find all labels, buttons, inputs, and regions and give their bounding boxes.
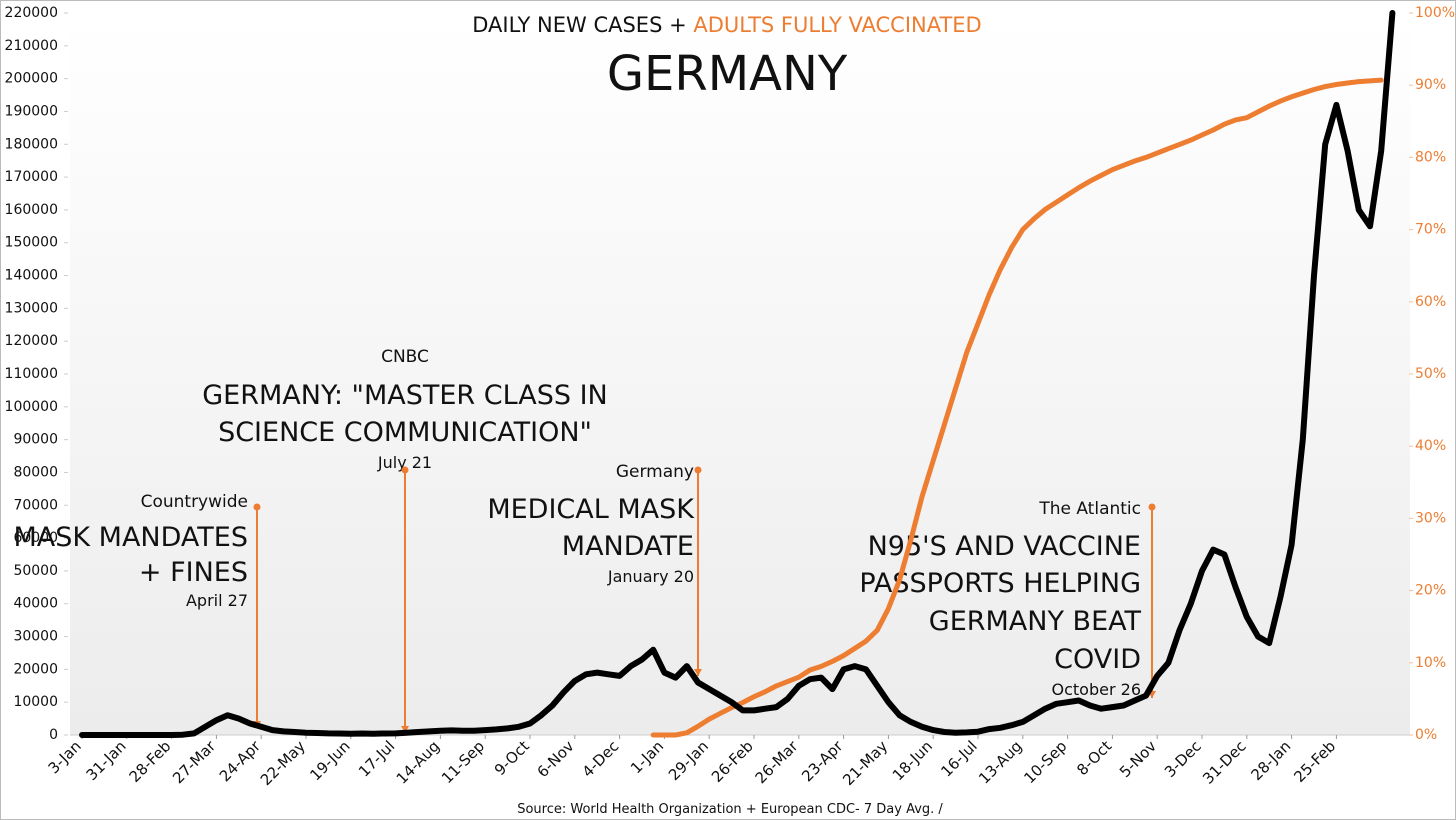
y-tick-label: 110000 [5, 366, 58, 382]
y-tick-label: 90000 [13, 432, 58, 448]
annotation-arrow-head [1148, 503, 1156, 511]
y-tick-label: 60000 [13, 530, 58, 546]
subtitle-part: ADULTS FULLY VACCINATED [693, 13, 981, 37]
y-tick-label: 120000 [5, 333, 58, 349]
subtitle-part: DAILY NEW CASES + [472, 13, 686, 37]
annotation-source: Germany [616, 462, 694, 482]
y-tick-label: 10000 [13, 694, 58, 710]
y2-tick-label: 0% [1415, 727, 1437, 743]
y-tick-label: 100000 [5, 399, 58, 415]
chart-subtitle: DAILY NEW CASES + ADULTS FULLY VACCINATE… [472, 13, 981, 37]
y2-tick-label: 60% [1415, 294, 1446, 310]
y-tick-label: 50000 [13, 563, 58, 579]
y2-tick-label: 70% [1415, 222, 1446, 238]
y-tick-label: 200000 [5, 71, 58, 87]
annotation-headline: MEDICAL MASK [487, 494, 695, 525]
y-tick-label: 220000 [5, 5, 58, 21]
y-tick-label: 160000 [5, 202, 58, 218]
y2-tick-label: 50% [1415, 366, 1446, 382]
series-line [650, 77, 1384, 738]
annotation-headline: PASSPORTS HELPING [859, 568, 1141, 599]
y-tick-label: 130000 [5, 300, 58, 316]
y2-tick-label: 80% [1415, 149, 1446, 165]
chart-title: GERMANY [607, 46, 848, 102]
y-tick-label: 70000 [13, 497, 58, 513]
annotation-source: The Atlantic [1038, 499, 1141, 519]
annotation-headline: SCIENCE COMMUNICATION" [218, 417, 592, 448]
y-tick-label: 80000 [13, 464, 58, 480]
annotation-headline: MANDATE [562, 531, 694, 562]
y-tick-label: 140000 [5, 268, 58, 284]
y2-tick-label: 100% [1415, 5, 1455, 21]
annotation-headline: + FINES [139, 557, 248, 588]
y2-tick-label: 90% [1415, 77, 1446, 93]
annotation-date: October 26 [1052, 680, 1141, 699]
annotation-arrow-head [694, 466, 702, 474]
y2-tick-label: 40% [1415, 438, 1446, 454]
annotation-headline: GERMANY: "MASTER CLASS IN [202, 380, 608, 411]
y2-tick-label: 20% [1415, 583, 1446, 599]
y-tick-label: 0 [49, 727, 58, 743]
annotation-arrow-tip [401, 726, 409, 733]
annotation-arrow-tip [694, 669, 702, 676]
annotation-date: April 27 [186, 591, 248, 610]
y-tick-label: 150000 [5, 235, 58, 251]
source-note: Source: World Health Organization + Euro… [517, 802, 943, 817]
annotation-arrow-head [401, 466, 409, 474]
y-tick-label: 180000 [5, 136, 58, 152]
annotation-headline: COVID [1054, 644, 1141, 675]
annotation-date: July 21 [377, 453, 432, 472]
annotation-source: Countrywide [141, 492, 248, 512]
annotation-date: January 20 [607, 567, 694, 586]
y-tick-label: 40000 [13, 596, 58, 612]
annotation-arrow-head [253, 503, 261, 511]
y-tick-label: 210000 [5, 38, 58, 54]
y-tick-label: 170000 [5, 169, 58, 185]
y-tick-label: 30000 [13, 629, 58, 645]
annotation-source: CNBC [381, 347, 429, 367]
y-tick-label: 20000 [13, 661, 58, 677]
plot-background [70, 13, 1410, 735]
annotation-headline: GERMANY BEAT [929, 606, 1142, 637]
series-line [79, 10, 1396, 738]
y2-tick-label: 10% [1415, 655, 1446, 671]
y-tick-label: 190000 [5, 103, 58, 119]
annotation-headline: MASK MANDATES [13, 522, 248, 553]
y2-tick-label: 30% [1415, 510, 1446, 526]
